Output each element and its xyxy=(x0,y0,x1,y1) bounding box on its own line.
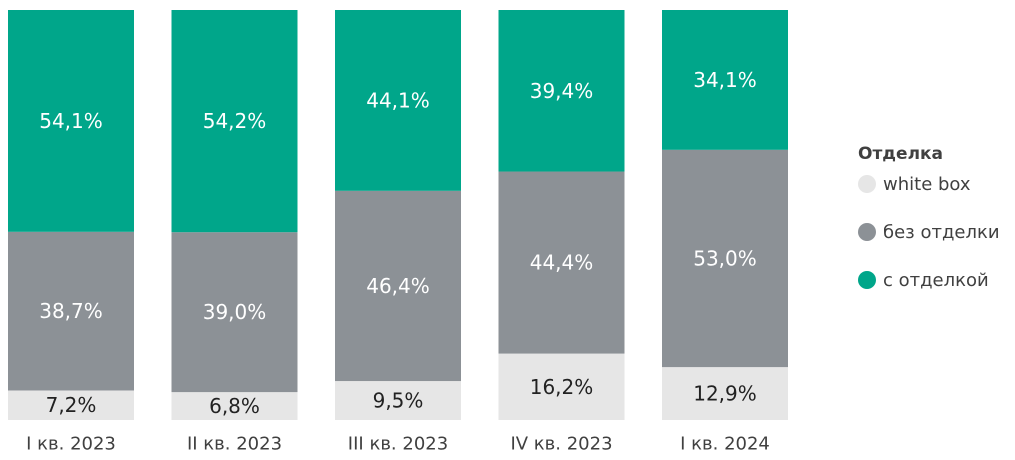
bar-segment xyxy=(171,232,298,393)
legend-swatch xyxy=(858,175,876,193)
bar-segment xyxy=(8,390,134,420)
legend-item: white box xyxy=(858,172,1000,196)
data-label: 39,0% xyxy=(203,300,267,324)
legend-label: white box xyxy=(883,173,971,195)
bar-segment xyxy=(662,149,788,368)
data-label: 54,2% xyxy=(203,109,267,133)
legend-item: с отделкой xyxy=(858,268,1000,292)
data-label: 44,4% xyxy=(530,251,594,275)
bar-segment xyxy=(171,10,298,233)
data-label: 7,2% xyxy=(46,393,97,417)
data-label: 53,0% xyxy=(693,246,757,270)
stacked-bar-chart: 7,2% 38,7% 54,1% I кв. 2023 6,8% 39,0% 54,2% II… xyxy=(8,10,788,455)
bar-segment xyxy=(171,392,298,420)
data-label: 12,9% xyxy=(693,382,757,406)
data-label: 44,1% xyxy=(366,88,430,112)
bar-segment xyxy=(335,10,461,191)
legend-item: без отделки xyxy=(858,220,1000,244)
data-label: 46,4% xyxy=(366,274,430,298)
legend-label: без отделки xyxy=(883,221,1000,243)
bar-segment xyxy=(498,10,625,172)
x-tick-label: I кв. 2023 xyxy=(26,434,116,455)
data-label: 39,4% xyxy=(530,79,594,103)
legend: Отделка white box без отделки с отделкой xyxy=(858,144,1000,292)
bar-segment xyxy=(662,10,788,150)
data-label: 54,1% xyxy=(39,109,103,133)
bar-segment xyxy=(8,231,134,391)
bar-segment xyxy=(335,381,461,420)
bar-segment xyxy=(8,10,134,232)
x-tick-label: I кв. 2024 xyxy=(680,434,770,455)
data-label: 16,2% xyxy=(530,375,594,399)
legend-label: с отделкой xyxy=(883,269,989,291)
data-label: 9,5% xyxy=(373,389,424,413)
data-label: 38,7% xyxy=(39,299,103,323)
legend-swatch xyxy=(858,271,876,289)
bar-segment xyxy=(498,171,625,354)
bar-segment xyxy=(335,190,461,382)
x-tick-label: III кв. 2023 xyxy=(348,434,448,455)
legend-swatch xyxy=(858,223,876,241)
data-label: 6,8% xyxy=(209,394,260,418)
legend-title: Отделка xyxy=(858,144,944,164)
x-tick-label: IV кв. 2023 xyxy=(510,434,612,455)
x-tick-label: II кв. 2023 xyxy=(187,434,282,455)
bar-segment xyxy=(662,367,788,420)
data-label: 34,1% xyxy=(693,68,757,92)
bar-segment xyxy=(498,353,625,420)
